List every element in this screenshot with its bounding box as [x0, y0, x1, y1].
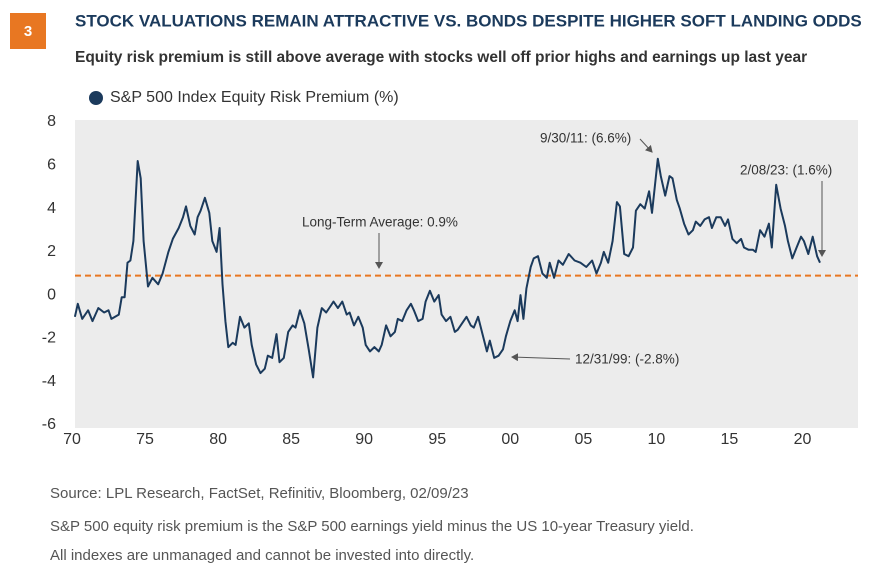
series-line — [73, 157, 821, 379]
y-tick-label: -4 — [42, 373, 56, 390]
source-note: Source: LPL Research, FactSet, Refinitiv… — [50, 485, 469, 502]
x-tick-label: 70 — [63, 431, 81, 448]
annotation: 12/31/99: (-2.8%) — [575, 352, 679, 367]
x-tick-label: 20 — [794, 431, 812, 448]
annotation-arrow — [511, 353, 571, 362]
annotation: 2/08/23: (1.6%) — [740, 163, 832, 178]
annotation: Long-Term Average: 0.9% — [302, 215, 458, 230]
x-tick-label: 80 — [209, 431, 227, 448]
x-tick-label: 15 — [721, 431, 739, 448]
x-tick-label: 95 — [428, 431, 446, 448]
y-tick-label: 8 — [47, 113, 56, 130]
legend-label: S&P 500 Index Equity Risk Premium (%) — [110, 89, 399, 106]
figure-number: 3 — [24, 23, 32, 40]
figure-badge — [10, 13, 46, 49]
annotation: 9/30/11: (6.6%) — [540, 131, 631, 146]
y-tick-label: 6 — [47, 157, 56, 174]
x-tick-label: 05 — [574, 431, 592, 448]
y-tick-label: 4 — [47, 200, 56, 217]
plot-background — [75, 120, 858, 428]
y-tick-label: 2 — [47, 243, 56, 260]
chart-title: STOCK VALUATIONS REMAIN ATTRACTIVE VS. B… — [75, 11, 862, 30]
y-tick-label: -2 — [42, 330, 56, 347]
annotation-arrow — [639, 138, 653, 153]
x-tick-label: 10 — [647, 431, 665, 448]
x-tick-label: 75 — [136, 431, 154, 448]
x-tick-label: 00 — [501, 431, 519, 448]
x-tick-label: 85 — [282, 431, 300, 448]
legend-marker — [89, 91, 103, 105]
footnote: S&P 500 equity risk premium is the S&P 5… — [50, 518, 694, 535]
y-tick-label: 0 — [47, 286, 56, 303]
x-tick-label: 90 — [355, 431, 373, 448]
footnote: All indexes are unmanaged and cannot be … — [50, 547, 474, 564]
chart-subtitle: Equity risk premium is still above avera… — [75, 49, 807, 66]
y-tick-label: -6 — [42, 416, 56, 433]
